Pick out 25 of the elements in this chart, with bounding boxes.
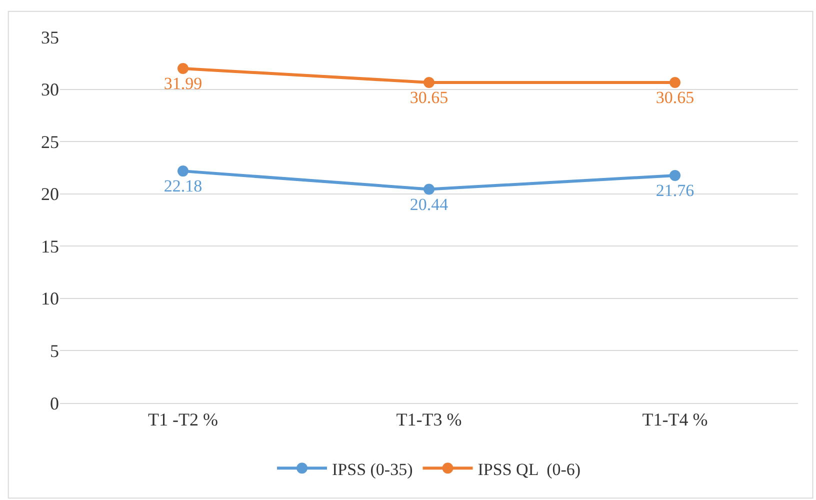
point bbox=[424, 76, 434, 88]
point bbox=[670, 170, 680, 181]
data-label: 22.18 bbox=[164, 176, 202, 196]
point bbox=[670, 76, 680, 88]
data-label: 30.65 bbox=[656, 88, 694, 108]
point bbox=[178, 62, 188, 74]
x-tick-label: T1 -T2 % bbox=[148, 410, 218, 430]
y-tick-label: 35 bbox=[41, 27, 59, 48]
legend-label: IPSS QL (0-6) bbox=[478, 460, 581, 479]
data-label: 31.99 bbox=[164, 74, 202, 94]
y-tick-label: 30 bbox=[41, 80, 59, 100]
y-tick-label: 10 bbox=[41, 288, 59, 309]
y-tick-label: 20 bbox=[41, 184, 59, 204]
legend-label: IPSS (0-35) bbox=[332, 460, 413, 479]
y-tick-label: 5 bbox=[50, 341, 59, 362]
x-tick-label: T1-T3 % bbox=[396, 410, 462, 430]
data-label: 20.44 bbox=[410, 194, 449, 214]
data-label: 30.65 bbox=[410, 88, 448, 108]
y-tick-label: 15 bbox=[41, 236, 59, 256]
y-tick-label: 25 bbox=[41, 132, 59, 152]
x-tick-label: T1-T4 % bbox=[642, 410, 708, 430]
data-label: 21.76 bbox=[656, 181, 694, 200]
y-tick-label: 0 bbox=[50, 393, 59, 414]
point bbox=[424, 184, 434, 195]
point bbox=[178, 166, 188, 177]
